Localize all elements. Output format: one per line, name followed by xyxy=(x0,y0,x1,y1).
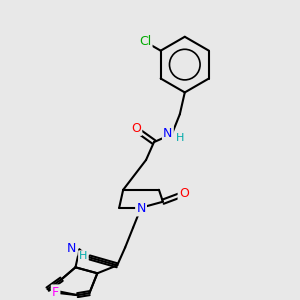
Text: H: H xyxy=(176,133,184,143)
Text: N: N xyxy=(67,242,76,255)
Text: O: O xyxy=(179,187,189,200)
Text: H: H xyxy=(79,251,88,261)
Text: N: N xyxy=(136,202,146,215)
Text: N: N xyxy=(163,127,172,140)
Text: O: O xyxy=(131,122,141,135)
Text: F: F xyxy=(52,286,59,299)
Text: Cl: Cl xyxy=(139,35,151,48)
